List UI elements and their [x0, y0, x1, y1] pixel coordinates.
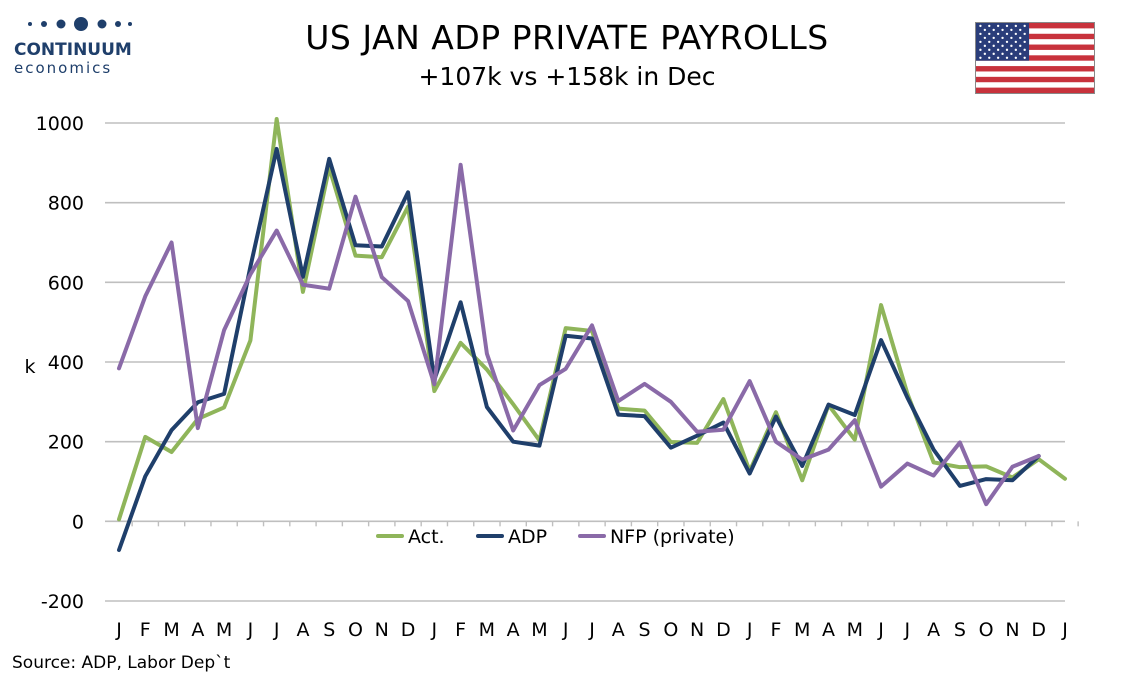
legend-label: ADP	[508, 526, 547, 548]
x-tick-label: J	[273, 619, 280, 641]
x-tick-label: J	[746, 619, 753, 641]
x-tick-label: M	[163, 619, 179, 641]
series-lines	[117, 117, 1067, 553]
x-tick-label: M	[216, 619, 232, 641]
x-tick-label: F	[455, 619, 466, 641]
x-tick-label: F	[770, 619, 781, 641]
x-tick-label: O	[663, 619, 678, 641]
x-tick-label: J	[877, 619, 884, 641]
y-tick-label: -200	[41, 591, 84, 613]
x-tick-label: S	[954, 619, 966, 641]
x-tick-label: D	[716, 619, 731, 641]
x-tick-label: D	[1031, 619, 1046, 641]
continuum-logo: CONTINUUM economics	[14, 14, 134, 77]
us-flag-icon	[975, 22, 1095, 94]
x-tick-label: J	[431, 619, 438, 641]
logo-line1: CONTINUUM	[14, 40, 132, 60]
series-line-act	[117, 117, 1067, 522]
x-tick-label: N	[690, 619, 704, 641]
logo-dots-icon	[28, 17, 132, 31]
x-tick-label: J	[904, 619, 911, 641]
legend: Act. ADP NFP (private)	[376, 526, 735, 548]
x-tick-label: N	[1005, 619, 1019, 641]
x-tick-label: F	[140, 619, 151, 641]
x-tick-label: D	[401, 619, 416, 641]
x-tick-label: J	[1061, 619, 1068, 641]
x-tick-label: J	[588, 619, 595, 641]
x-tick-label: A	[507, 619, 520, 641]
y-tick-label: 1000	[36, 113, 84, 135]
y-tick-label: 800	[48, 193, 84, 215]
x-tick-label: N	[375, 619, 389, 641]
y-tick-label: 600	[48, 272, 84, 294]
x-tick-label: M	[531, 619, 547, 641]
y-axis-label: k	[24, 356, 35, 378]
x-tick-label: O	[348, 619, 363, 641]
x-tick-label: A	[296, 619, 309, 641]
x-tick-label: M	[847, 619, 863, 641]
logo-line2: economics	[14, 59, 113, 77]
y-tick-label: 400	[48, 352, 84, 374]
series-line-adp	[117, 146, 1041, 553]
chart-subtitle: +107k vs +158k in Dec	[418, 62, 716, 91]
series-line-nfp-private	[117, 162, 1041, 507]
y-tick-label: 200	[48, 432, 84, 454]
legend-label: NFP (private)	[610, 526, 735, 548]
y-axis-ticks: -200 0 200 400 600 800 1000	[36, 113, 84, 613]
x-tick-label: S	[639, 619, 651, 641]
x-tick-label: J	[562, 619, 569, 641]
source-note: Source: ADP, Labor Dep`t	[12, 653, 231, 673]
chart-title: US JAN ADP PRIVATE PAYROLLS	[305, 18, 829, 57]
x-tick-label: S	[323, 619, 335, 641]
x-tick-label: J	[247, 619, 254, 641]
y-tick-label: 0	[72, 511, 84, 533]
x-tick-label: M	[479, 619, 495, 641]
legend-label: Act.	[408, 526, 445, 548]
x-tick-label: A	[822, 619, 835, 641]
x-tick-label: A	[927, 619, 940, 641]
x-tick-label: O	[979, 619, 994, 641]
x-tick-label: M	[794, 619, 810, 641]
x-tick-label: A	[191, 619, 204, 641]
x-tick-label: J	[115, 619, 122, 641]
x-tick-label: A	[612, 619, 625, 641]
grid-lines	[105, 122, 1065, 602]
